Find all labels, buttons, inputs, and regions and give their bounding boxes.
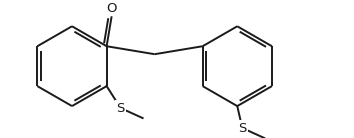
Text: O: O	[107, 2, 117, 15]
Text: S: S	[238, 122, 246, 135]
Text: S: S	[116, 102, 125, 115]
